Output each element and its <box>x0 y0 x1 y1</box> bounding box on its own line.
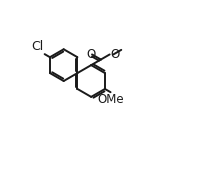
Text: OMe: OMe <box>97 93 124 106</box>
Text: O: O <box>87 48 96 61</box>
Text: O: O <box>110 48 120 61</box>
Text: Cl: Cl <box>31 40 44 53</box>
